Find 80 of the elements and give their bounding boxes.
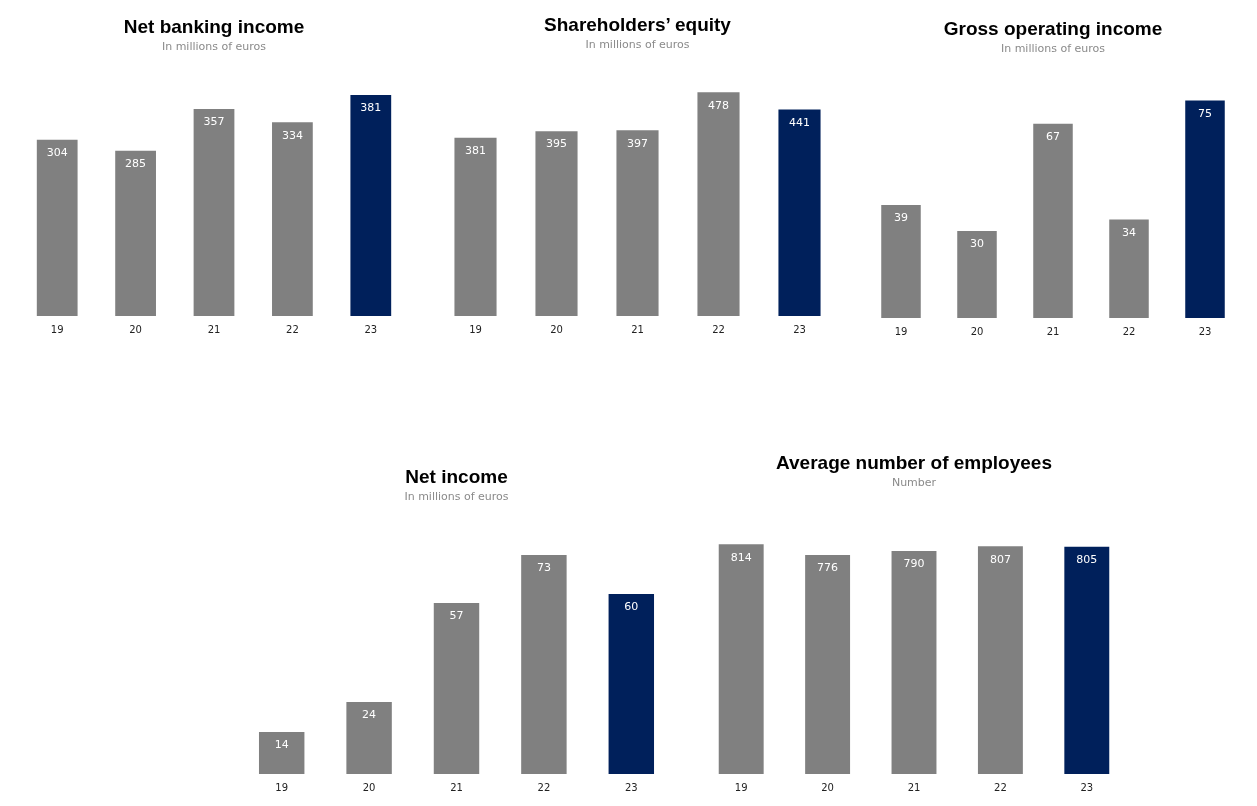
bar [521,555,567,774]
data-label: 73 [536,561,551,575]
x-tick-label: 19 [894,325,908,337]
data-label: 30 [970,237,984,251]
x-tick-label: 23 [624,781,638,793]
data-label: 381 [360,101,382,115]
bar [272,122,313,316]
data-label: 60 [624,600,639,614]
bar [1033,123,1073,318]
data-label: 14 [274,738,289,752]
data-label: 395 [546,137,567,151]
chart-title: Net income [405,465,508,487]
bar [115,150,156,316]
x-tick-label: 22 [712,323,725,335]
x-tick-label: 20 [550,323,563,335]
bar [697,92,740,316]
bar [433,603,480,774]
data-label: 39 [894,211,908,225]
x-tick-label: 21 [631,323,644,335]
bar [454,137,497,316]
x-tick-label: 23 [1080,781,1094,793]
chart-title: Average number of employees [776,451,1052,473]
data-label: 34 [1122,225,1136,239]
chart-subtitle: In millions of euros [585,38,690,52]
x-tick-label: 22 [994,781,1007,793]
bar [881,204,921,318]
data-label: 57 [449,609,464,623]
x-tick-label: 21 [907,781,921,793]
x-tick-label: 21 [207,323,221,335]
bar [193,108,235,316]
chart-title: Gross operating income [943,17,1163,39]
data-label: 357 [203,115,225,129]
x-tick-label: 22 [1122,325,1136,337]
data-label: 814 [730,550,752,564]
data-label: 397 [627,136,648,150]
bar [36,139,78,316]
data-label: 75 [1198,106,1212,120]
bar [957,231,997,318]
data-label: 805 [1076,553,1098,567]
x-tick-label: 21 [1046,325,1060,337]
bar [350,95,392,316]
x-tick-label: 20 [129,323,142,335]
x-tick-label: 20 [821,781,834,793]
bar [616,130,659,316]
data-label: 285 [125,157,147,171]
data-label: 67 [1046,130,1060,144]
data-label: 24 [362,708,377,722]
x-tick-label: 19 [469,323,482,335]
data-label: 790 [903,557,925,571]
data-label: 441 [789,115,810,129]
x-tick-label: 23 [364,323,378,335]
chart-title: Net banking income [123,15,305,37]
x-tick-label: 20 [362,781,376,793]
bar [535,131,578,316]
data-label: 304 [46,146,68,160]
chart-subtitle: Number [891,476,937,490]
x-tick-label: 23 [793,323,806,335]
bar [778,109,821,316]
chart-subtitle: In millions of euros [161,40,267,54]
x-tick-label: 19 [50,323,64,335]
chart-subtitle: In millions of euros [1000,42,1106,56]
chart-subtitle: In millions of euros [404,490,509,504]
x-tick-label: 19 [734,781,748,793]
bar [346,702,392,774]
x-tick-label: 23 [1198,325,1212,337]
x-tick-label: 21 [450,781,463,793]
bar [608,594,655,774]
data-label: 776 [817,561,839,575]
bar [258,732,305,774]
x-tick-label: 20 [970,325,984,337]
bar [1185,100,1225,318]
data-label: 478 [708,98,729,112]
x-tick-label: 19 [275,781,289,793]
chart-title: Shareholders’ equity [544,13,732,35]
x-tick-label: 22 [286,323,299,335]
data-label: 381 [465,144,486,158]
data-label: 334 [281,128,303,142]
x-tick-label: 22 [537,781,551,793]
bar [1109,219,1149,318]
data-label: 807 [989,552,1011,566]
